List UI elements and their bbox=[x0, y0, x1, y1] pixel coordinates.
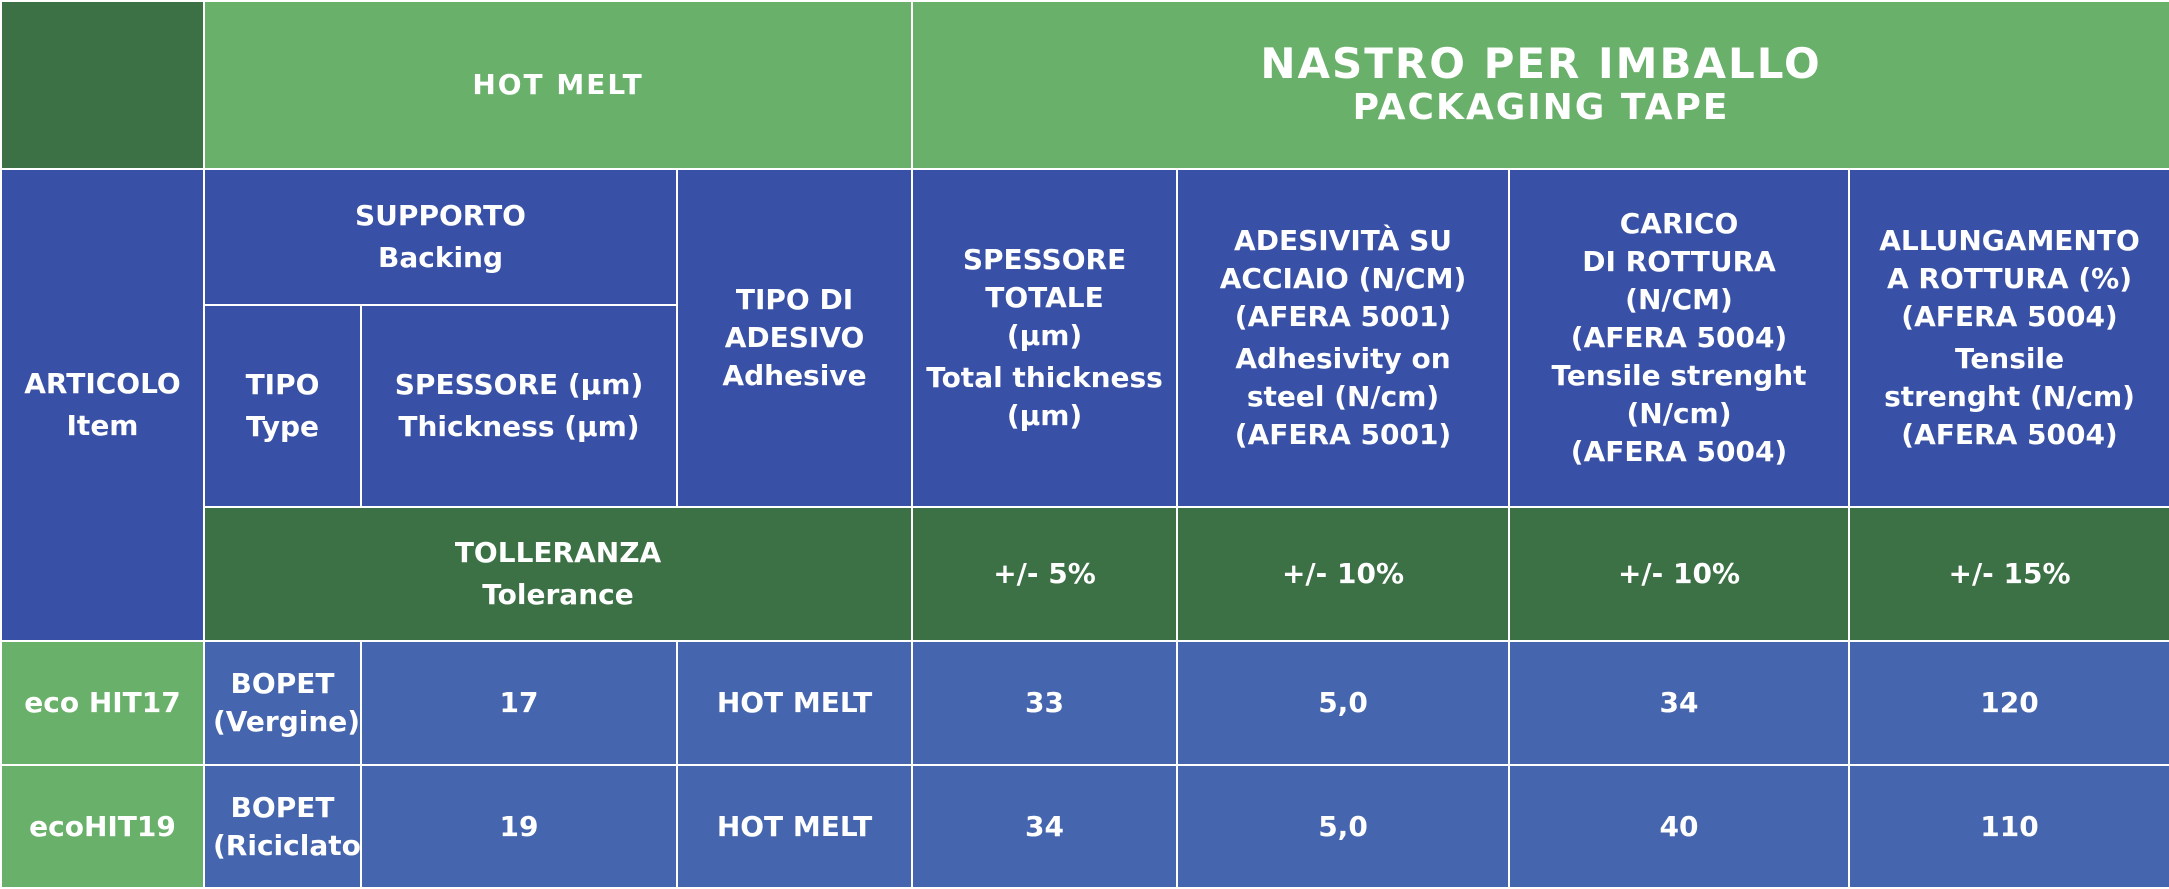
spessore-label-en: Thickness (µm) bbox=[398, 410, 640, 443]
adesivita-label-1: ADESIVITÀ SU bbox=[1234, 224, 1452, 257]
corner-cell bbox=[0, 0, 205, 170]
carico-label-2: DI ROTTURA bbox=[1582, 245, 1776, 278]
articolo-header: ARTICOLO Item bbox=[0, 168, 205, 642]
spessore-totale-label-en-1: Total thickness bbox=[926, 361, 1163, 394]
adesivo-label-2: ADESIVO bbox=[724, 321, 865, 354]
carico-label-en-1: Tensile strenght bbox=[1551, 359, 1807, 392]
adesivita-label-en-2: steel (N/cm) bbox=[1246, 380, 1440, 413]
tolleranza-label: TOLLERANZA Tolerance bbox=[202, 506, 914, 642]
tolleranza-label-it: TOLLERANZA bbox=[454, 536, 662, 569]
item-cell: ecoHIT19 bbox=[0, 764, 205, 889]
tolerance-spessore-totale: +/- 5% bbox=[911, 506, 1179, 642]
allungamento-header: ALLUNGAMENTO A ROTTURA (%) (AFERA 5004) … bbox=[1848, 168, 2169, 508]
adesivita-label-en-3: (AFERA 5001) bbox=[1234, 418, 1452, 451]
carico-cell: 40 bbox=[1508, 764, 1851, 889]
carico-header: CARICO DI ROTTURA (N/CM) (AFERA 5004) Te… bbox=[1508, 168, 1851, 508]
adesivita-label-2: ACCIAIO (N/CM) bbox=[1219, 262, 1467, 295]
tolerance-adesivita: +/- 10% bbox=[1176, 506, 1511, 642]
spessore-totale-label-en-2: (µm) bbox=[1006, 399, 1083, 432]
tipo-label-it: TIPO bbox=[245, 368, 320, 401]
allungamento-label-en-3: (AFERA 5004) bbox=[1901, 418, 2118, 451]
table-row: ecoHIT19 BOPET (Riciclato) 19 HOT MELT 3… bbox=[0, 764, 2169, 889]
item-cell: eco HIT17 bbox=[0, 640, 205, 766]
allungamento-label-1: ALLUNGAMENTO bbox=[1879, 224, 2140, 257]
packaging-title-en: PACKAGING TAPE bbox=[1352, 87, 1730, 128]
allungamento-label-en-1: Tensile bbox=[1954, 342, 2065, 375]
adesivo-header: TIPO DI ADESIVO Adhesive bbox=[675, 168, 914, 508]
allungamento-label-3: (AFERA 5004) bbox=[1901, 300, 2118, 333]
articolo-label-it: ARTICOLO bbox=[24, 367, 181, 400]
tipo-label-en: Type bbox=[245, 410, 320, 443]
adesivo-cell: HOT MELT bbox=[675, 640, 914, 766]
spessore-cell: 17 bbox=[360, 640, 678, 766]
adesivo-label-en: Adhesive bbox=[722, 359, 867, 392]
adesivita-label-3: (AFERA 5001) bbox=[1234, 300, 1452, 333]
tipo-variant: (Riciclato) bbox=[213, 828, 361, 862]
spessore-totale-cell: 34 bbox=[911, 764, 1179, 889]
tipo-value: BOPET bbox=[230, 790, 335, 824]
hot-melt-title: HOT MELT bbox=[202, 0, 914, 170]
adesivita-cell: 5,0 bbox=[1176, 764, 1511, 889]
supporto-label-en: Backing bbox=[377, 241, 504, 274]
tipo-variant: (Vergine) bbox=[213, 705, 361, 738]
spessore-totale-label-1: SPESSORE bbox=[962, 243, 1127, 276]
adesivita-cell: 5,0 bbox=[1176, 640, 1511, 766]
spessore-header: SPESSORE (µm) Thickness (µm) bbox=[360, 304, 678, 508]
adesivita-header: ADESIVITÀ SU ACCIAIO (N/CM) (AFERA 5001)… bbox=[1176, 168, 1511, 508]
spessore-totale-label-2: TOTALE bbox=[985, 281, 1104, 314]
carico-label-en-3: (AFERA 5004) bbox=[1570, 435, 1788, 468]
carico-label-1: CARICO bbox=[1619, 207, 1739, 240]
tipo-value: BOPET bbox=[230, 667, 335, 700]
tolleranza-label-en: Tolerance bbox=[482, 578, 634, 611]
allungamento-label-2: A ROTTURA (%) bbox=[1887, 262, 2133, 295]
supporto-label-it: SUPPORTO bbox=[355, 199, 526, 232]
adesivo-cell: HOT MELT bbox=[675, 764, 914, 889]
carico-label-en-2: (N/cm) bbox=[1626, 397, 1732, 430]
tolerance-carico: +/- 10% bbox=[1508, 506, 1851, 642]
carico-label-3: (N/CM) bbox=[1625, 283, 1733, 316]
carico-label-4: (AFERA 5004) bbox=[1570, 321, 1788, 354]
supporto-header: SUPPORTO Backing bbox=[203, 168, 678, 306]
spessore-totale-header: SPESSORE TOTALE (µm) Total thickness (µm… bbox=[911, 168, 1179, 508]
spessore-totale-label-3: (µm) bbox=[1006, 319, 1083, 352]
packaging-title-it: NASTRO PER IMBALLO bbox=[1260, 39, 1822, 88]
table-row: eco HIT17 BOPET (Vergine) 17 HOT MELT 33… bbox=[0, 640, 2169, 766]
packaging-tape-title: NASTRO PER IMBALLO PACKAGING TAPE bbox=[911, 0, 2169, 170]
spessore-cell: 19 bbox=[360, 764, 678, 889]
carico-cell: 34 bbox=[1508, 640, 1851, 766]
tipo-cell: BOPET (Riciclato) bbox=[203, 764, 362, 889]
tipo-header: TIPO Type bbox=[203, 304, 362, 508]
adesivita-label-en-1: Adhesivity on bbox=[1235, 342, 1451, 375]
spessore-label-it: SPESSORE (µm) bbox=[394, 368, 644, 401]
tipo-cell: BOPET (Vergine) bbox=[203, 640, 362, 766]
tolerance-allungamento: +/- 15% bbox=[1848, 506, 2169, 642]
spessore-totale-cell: 33 bbox=[911, 640, 1179, 766]
allungamento-label-en-2: strenght (N/cm) bbox=[1884, 380, 2135, 413]
allungamento-cell: 120 bbox=[1848, 640, 2169, 766]
articolo-label-en: Item bbox=[66, 409, 139, 442]
adesivo-label-1: TIPO DI bbox=[735, 283, 854, 316]
allungamento-cell: 110 bbox=[1848, 764, 2169, 889]
